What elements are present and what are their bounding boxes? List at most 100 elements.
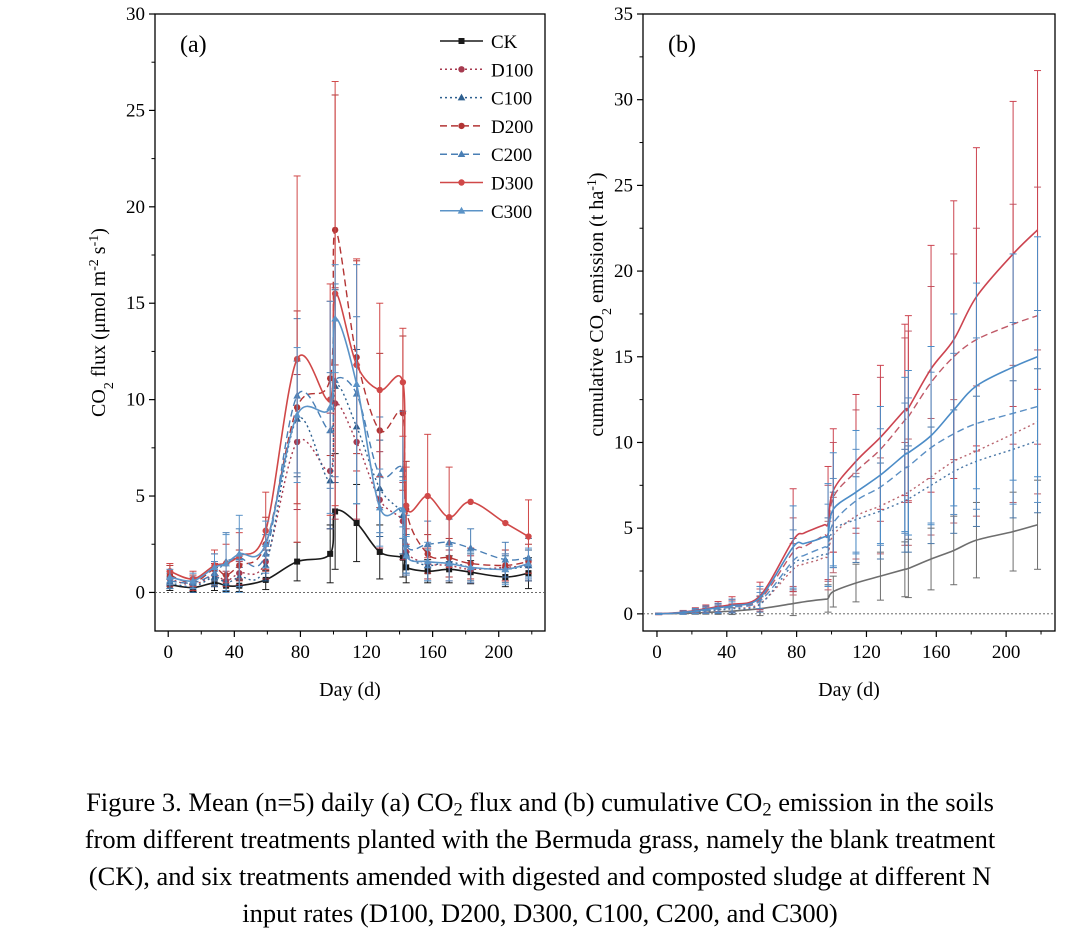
y-tick-label: 15 <box>126 293 145 314</box>
point-marker <box>261 540 270 548</box>
series-ck <box>655 479 1042 617</box>
label-part: CO <box>88 389 110 417</box>
point-marker <box>501 565 510 573</box>
y-axis-title: cumulative CO2 emission (t ha-1) <box>585 172 615 436</box>
legend-item-ck: CK <box>440 32 518 53</box>
point-marker <box>423 557 432 565</box>
point-marker <box>458 38 465 44</box>
label-part: ) <box>88 228 110 235</box>
plot-frame <box>154 13 546 632</box>
panel-label: (b) <box>668 32 696 58</box>
point-marker <box>402 502 410 509</box>
series-c100 <box>655 368 1042 615</box>
y-tick-label: 5 <box>624 518 634 539</box>
y-tick-label: 25 <box>614 175 633 196</box>
panel-label: (a) <box>180 32 207 58</box>
y-tick-label: 25 <box>126 100 145 121</box>
point-marker <box>293 411 301 418</box>
series-d100 <box>166 287 532 592</box>
y-axis-title: CO2 flux (μmol m-2 s-1) <box>87 228 117 417</box>
legend-item-c300: C300 <box>440 202 532 223</box>
caption-subscript: 2 <box>453 799 463 821</box>
point-marker <box>376 386 383 394</box>
point-marker <box>327 550 334 557</box>
x-tick-label: 40 <box>717 642 736 663</box>
series-c200 <box>166 283 533 592</box>
figure-caption: Figure 3. Mean (n=5) daily (a) CO2 flux … <box>0 784 1080 932</box>
point-marker <box>210 563 219 571</box>
caption-line-3: (CK), and six treatments amended with di… <box>88 861 992 891</box>
legend-label: CK <box>491 32 518 53</box>
y-tick-label: 30 <box>614 90 633 111</box>
legend-label: C200 <box>491 145 532 166</box>
point-marker <box>445 559 453 567</box>
x-tick-label: 0 <box>163 642 173 663</box>
series-line <box>169 292 529 580</box>
point-marker <box>352 380 361 387</box>
caption-text: Figure 3. Mean (n=5) daily (a) CO <box>86 787 454 817</box>
legend-item-c100: C100 <box>440 89 532 110</box>
point-marker <box>424 492 431 500</box>
point-marker <box>502 519 509 527</box>
point-marker <box>375 503 384 511</box>
point-marker <box>399 505 407 513</box>
y-tick-label: 20 <box>614 261 633 282</box>
superscript: -2 <box>87 259 102 271</box>
point-marker <box>326 403 334 411</box>
point-marker <box>235 549 244 557</box>
series-line <box>658 440 1038 615</box>
point-marker <box>399 379 407 386</box>
superscript: -1 <box>585 179 600 191</box>
legend-label: D200 <box>491 117 533 138</box>
x-axis-title: Day (d) <box>319 679 381 701</box>
y-tick-label: 20 <box>126 197 145 218</box>
label-part: emission (t ha <box>586 191 608 308</box>
series-c200 <box>655 310 1042 616</box>
x-tick-label: 160 <box>418 642 447 663</box>
panel-a-co2-flux: 0 40 80 120 160 200 0 5 10 15 20 25 30 Day (d) (a) CO2 … <box>87 4 546 701</box>
point-marker <box>466 563 475 571</box>
point-marker <box>466 544 475 551</box>
y-tick-label: 10 <box>126 390 145 411</box>
caption-text: emission in the soils <box>771 787 994 817</box>
caption-subscript: 2 <box>762 799 772 821</box>
series-c300 <box>166 264 533 593</box>
series-d300 <box>166 80 532 588</box>
point-marker <box>525 533 532 540</box>
point-marker <box>402 551 410 559</box>
x-tick-label: 80 <box>787 642 806 663</box>
legend-label: C300 <box>491 202 532 223</box>
x-tick-label: 200 <box>992 642 1021 663</box>
point-marker <box>457 93 466 101</box>
point-marker <box>457 150 466 157</box>
label-part: s <box>88 246 110 259</box>
series-line <box>658 405 1038 615</box>
plot-frame <box>642 13 1056 632</box>
caption-text: flux and (b) cumulative CO <box>462 787 763 817</box>
x-tick-label: 0 <box>652 642 662 663</box>
series-line <box>169 376 529 584</box>
x-tick-label: 120 <box>352 642 381 663</box>
y-tick-label: 15 <box>614 347 633 368</box>
x-tick-label: 120 <box>852 642 881 663</box>
point-marker <box>524 559 533 567</box>
point-marker <box>353 520 360 527</box>
caption-line-2: from different treatments planted with t… <box>84 824 996 854</box>
point-marker <box>458 66 465 73</box>
superscript: -1 <box>87 235 102 247</box>
y-tick-label: 35 <box>614 4 633 25</box>
x-axis-title: Day (d) <box>818 679 880 701</box>
legend: CK D100 C100 D200 C200 D300 C300 <box>440 32 533 223</box>
point-marker <box>294 558 301 565</box>
series-c100 <box>166 289 533 593</box>
legend-label: D300 <box>491 174 533 195</box>
label-part: ) <box>586 172 608 179</box>
point-marker <box>445 514 453 521</box>
legend-label: C100 <box>491 89 532 110</box>
label-part: flux (μmol m <box>88 270 110 382</box>
series-d300 <box>655 70 1042 616</box>
figure-3: 0 40 80 120 160 200 0 5 10 15 20 25 30 Day (d) (a) CO2 … <box>87 4 1056 701</box>
point-marker <box>467 498 474 506</box>
point-marker <box>458 122 465 130</box>
legend-item-c200: C200 <box>440 145 532 166</box>
